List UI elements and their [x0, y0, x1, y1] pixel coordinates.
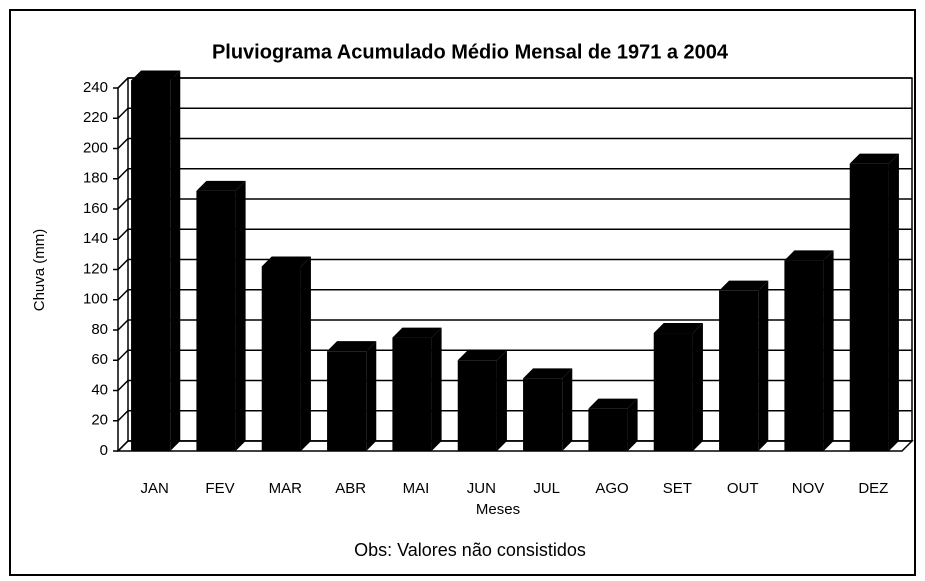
bar-top	[523, 368, 573, 379]
bar	[261, 266, 301, 451]
bar-top	[849, 153, 899, 164]
bar-top	[784, 250, 834, 261]
grid-line	[117, 349, 912, 361]
bar-top	[196, 180, 246, 191]
bar-side	[562, 368, 573, 451]
grid-line	[117, 168, 912, 180]
bar-side	[888, 153, 899, 451]
grid-line	[117, 440, 912, 452]
bar-top	[588, 398, 638, 409]
bar	[392, 337, 432, 451]
x-tick-label: JAN	[140, 480, 168, 497]
grid-line	[117, 198, 912, 210]
y-tick-label: 120	[83, 260, 108, 277]
grid-line	[117, 228, 912, 240]
bar	[719, 290, 759, 451]
grid-line	[117, 77, 912, 89]
bar	[849, 163, 889, 451]
x-tick-label: AGO	[595, 480, 628, 497]
y-tick-label: 40	[91, 381, 108, 398]
grid-line	[117, 107, 912, 119]
bar-top	[719, 280, 769, 291]
chart-title: Pluviograma Acumulado Médio Mensal de 19…	[212, 41, 729, 63]
bar-side	[170, 70, 181, 451]
grid-line	[117, 258, 912, 271]
y-tick-label: 100	[83, 291, 108, 308]
bar	[588, 408, 628, 451]
y-tick-label: 160	[83, 200, 108, 217]
y-tick-label: 220	[83, 109, 108, 126]
x-tick-label: MAI	[403, 480, 430, 497]
y-tick-label: 180	[83, 170, 108, 187]
y-tick-label: 200	[83, 139, 108, 156]
grid-line	[117, 137, 912, 150]
grid-line	[117, 379, 912, 392]
x-tick-label: NOV	[792, 480, 825, 497]
bar-side	[366, 341, 377, 451]
grid-line	[117, 410, 912, 422]
y-axis-label: Chuva (mm)	[31, 229, 48, 312]
note: Obs: Valores não consistidos	[354, 540, 586, 560]
grid-line	[117, 289, 912, 301]
y-tick-label: 140	[83, 230, 108, 247]
bar	[196, 190, 236, 451]
x-tick-label: MAR	[269, 480, 303, 497]
x-tick-label: FEV	[205, 480, 234, 497]
y-tick-label: 20	[91, 412, 108, 429]
bar	[784, 260, 824, 451]
bar	[131, 80, 171, 451]
y-tick-label: 240	[83, 79, 108, 96]
bar-side	[496, 350, 507, 451]
bar-side	[300, 256, 311, 451]
bar-side	[431, 327, 442, 451]
bar-top	[131, 70, 181, 81]
bar	[653, 333, 693, 451]
x-tick-label: OUT	[727, 480, 759, 497]
bar-side	[758, 280, 769, 451]
x-tick-label: DEZ	[858, 480, 888, 497]
y-tick-label: 60	[91, 351, 108, 368]
y-tick-label: 80	[91, 321, 108, 338]
bar-side	[823, 250, 834, 451]
bar-top	[653, 323, 703, 334]
bar-side	[627, 398, 638, 451]
bar	[327, 351, 367, 451]
grid-line	[117, 319, 912, 331]
x-tick-label: SET	[663, 480, 692, 497]
bar-top	[261, 256, 311, 267]
x-tick-label: JUN	[467, 480, 496, 497]
bar-side	[692, 323, 703, 451]
bar-top	[457, 350, 507, 361]
bar-side	[235, 180, 246, 451]
x-tick-label: JUL	[533, 480, 560, 497]
bar	[457, 360, 497, 451]
bar	[523, 378, 563, 451]
x-tick-label: ABR	[335, 480, 366, 497]
x-axis-label: Meses	[476, 501, 520, 518]
bar-top	[327, 341, 377, 352]
bar-top	[392, 327, 442, 338]
y-tick-label: 0	[100, 442, 108, 459]
